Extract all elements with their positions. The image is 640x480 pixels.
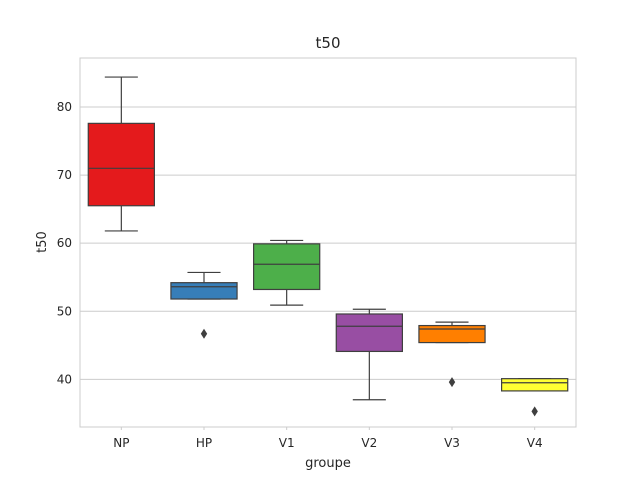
- y-tick-label-80: 80: [57, 100, 72, 114]
- y-gridlines: [80, 106, 576, 380]
- box-V3: [418, 321, 486, 388]
- outlier-V3-0: [448, 377, 456, 388]
- y-tick-label-40: 40: [57, 372, 72, 386]
- plot-area: [80, 58, 576, 427]
- box-body-V3: [418, 324, 486, 344]
- y-tick-label-60: 60: [57, 236, 72, 250]
- box-HP: [170, 271, 238, 339]
- box-V2: [335, 308, 403, 401]
- x-tick-label-V3: V3: [444, 436, 460, 450]
- box-body-HP: [170, 282, 238, 300]
- plot-frame: [79, 57, 577, 428]
- x-tick-labels: NP HP V1 V2 V3 V4: [113, 427, 543, 450]
- box-V1: [253, 239, 321, 306]
- box-body-NP: [87, 122, 156, 207]
- x-tick-label-V2: V2: [361, 436, 377, 450]
- x-axis-label: groupe: [305, 456, 351, 471]
- outlier-HP-0: [200, 328, 208, 339]
- x-tick-label-V4: V4: [527, 436, 543, 450]
- box-body-V4: [501, 378, 569, 392]
- box-V4: [501, 378, 569, 417]
- boxes: [87, 76, 569, 417]
- outlier-V4-0: [531, 406, 538, 417]
- y-tick-labels: 40 50 60 70 80: [57, 100, 72, 386]
- y-axis-label: t50: [35, 231, 50, 253]
- chart-title: t50: [316, 34, 341, 52]
- y-tick-label-50: 50: [57, 304, 72, 318]
- x-tick-label-HP: HP: [196, 436, 212, 450]
- box-body-V1: [253, 243, 321, 291]
- x-tick-label-NP: NP: [113, 436, 129, 450]
- x-tick-label-V1: V1: [279, 436, 295, 450]
- box-NP: [87, 76, 156, 232]
- y-tick-label-70: 70: [57, 168, 72, 182]
- box-body-V2: [335, 313, 403, 353]
